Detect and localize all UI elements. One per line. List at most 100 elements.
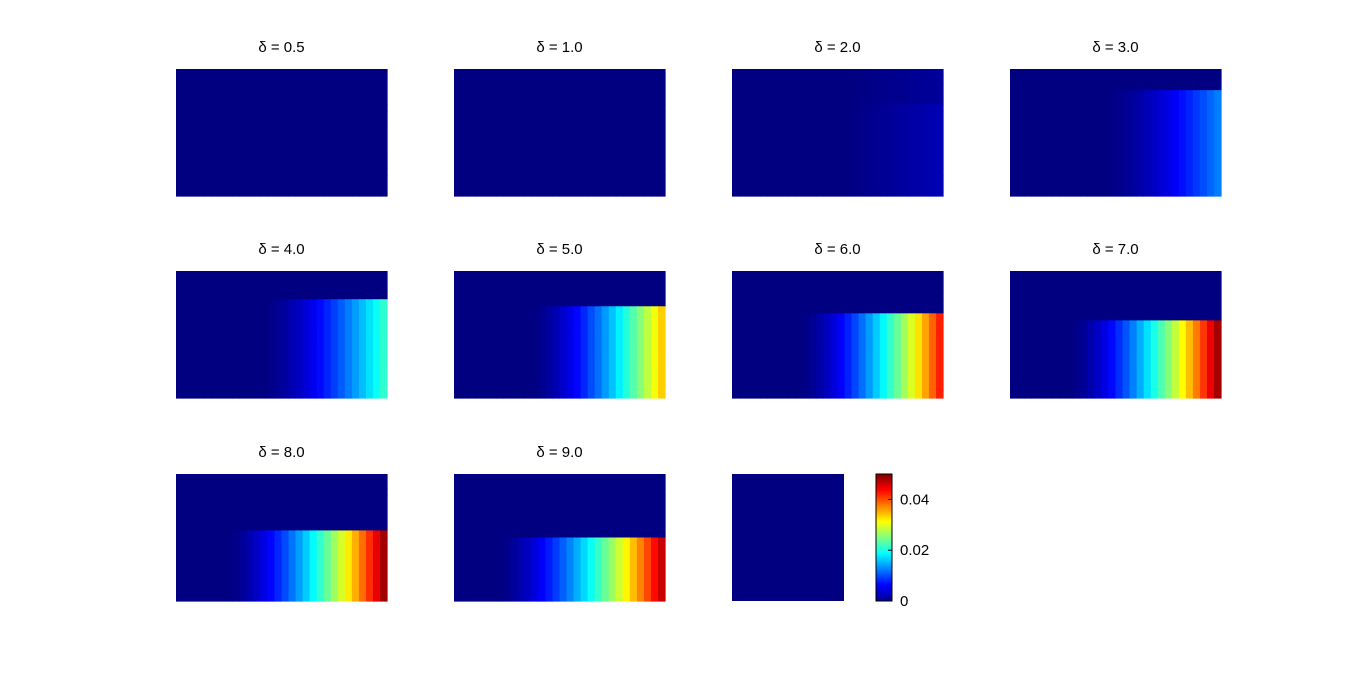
heatmap-cell <box>928 348 937 357</box>
heatmap-cell <box>573 362 582 371</box>
heatmap-cell <box>657 83 666 91</box>
heatmap-cell <box>358 593 367 602</box>
heatmap-cell <box>580 313 589 321</box>
heatmap-cell <box>1031 383 1039 392</box>
heatmap-cell <box>176 146 184 155</box>
heatmap-cell <box>358 167 367 176</box>
heatmap-cell <box>531 474 539 482</box>
heatmap-cell <box>760 376 768 385</box>
heatmap-cell <box>1206 341 1215 350</box>
heatmap-cell <box>260 474 269 482</box>
heatmap-cell <box>914 376 923 385</box>
heatmap-cell <box>232 362 240 371</box>
heatmap-cell <box>893 90 902 98</box>
heatmap-cell <box>232 181 240 190</box>
heatmap-cell <box>503 188 511 197</box>
heatmap-cell <box>1192 174 1201 183</box>
heatmap-cell <box>809 188 817 197</box>
heatmap-cell <box>344 586 353 595</box>
heatmap-cell <box>1073 369 1081 378</box>
heatmap-cell <box>893 376 902 385</box>
heatmap-cell <box>295 481 304 489</box>
heatmap-cell <box>580 153 589 162</box>
heatmap-cell <box>739 160 747 169</box>
heatmap-cell <box>468 369 476 378</box>
heatmap-cell <box>559 181 568 190</box>
heatmap-cell <box>580 271 589 279</box>
heatmap-cell <box>274 474 283 482</box>
heatmap-cell <box>260 285 269 293</box>
heatmap-cell <box>225 104 233 112</box>
heatmap-cell <box>1073 334 1081 343</box>
heatmap-cell <box>1129 299 1138 307</box>
heatmap-cell <box>1115 299 1124 307</box>
heatmap-cell <box>893 97 902 105</box>
heatmap-cell <box>510 355 518 364</box>
heatmap-cell <box>232 348 240 357</box>
heatmap-cell <box>566 390 575 399</box>
heatmap-cell <box>482 285 490 293</box>
heatmap-cell <box>323 278 332 286</box>
heatmap-cell <box>795 299 803 307</box>
heatmap-cell <box>295 90 304 98</box>
heatmap-cell <box>928 111 937 119</box>
heatmap-cell <box>323 488 332 496</box>
heatmap-cell <box>267 174 276 183</box>
heatmap-cell <box>253 306 261 314</box>
heatmap-cell <box>809 125 817 134</box>
heatmap-cell <box>468 132 476 141</box>
heatmap-cell <box>190 174 198 183</box>
heatmap-cell <box>323 188 332 197</box>
heatmap-cell <box>246 481 254 489</box>
heatmap-cell <box>907 76 916 84</box>
heatmap-cell <box>795 362 803 371</box>
heatmap-cell <box>379 313 388 321</box>
heatmap-cell <box>190 118 198 127</box>
heatmap-cell <box>302 181 311 190</box>
heatmap-cell <box>524 90 532 98</box>
heatmap-cell <box>921 83 930 91</box>
heatmap-cell <box>1178 132 1187 141</box>
heatmap-cell <box>517 488 525 496</box>
heatmap-cell <box>267 558 276 567</box>
heatmap-cell <box>802 69 810 77</box>
heatmap-cell <box>351 76 360 84</box>
heatmap-cell <box>176 383 184 392</box>
heatmap-cell <box>1052 341 1060 350</box>
heatmap-cell <box>566 132 575 141</box>
heatmap-cell <box>608 285 617 293</box>
heatmap-cell <box>461 306 469 314</box>
heatmap-cell <box>239 306 247 314</box>
heatmap-cell <box>337 558 346 567</box>
heatmap-cell <box>1024 125 1032 134</box>
heatmap-cell <box>358 509 367 517</box>
heatmap-cell <box>1206 313 1215 321</box>
heatmap-cell <box>461 348 469 357</box>
heatmap-cell <box>1087 90 1095 98</box>
heatmap-cell <box>358 341 367 350</box>
heatmap-cell <box>1164 181 1173 190</box>
heatmap-cell <box>746 132 754 141</box>
heatmap-cell <box>225 341 233 350</box>
heatmap-cell <box>900 181 909 190</box>
heatmap-cell <box>746 299 754 307</box>
heatmap-cell <box>893 299 902 307</box>
heatmap-cell <box>753 76 761 84</box>
heatmap-cell <box>260 139 269 148</box>
heatmap-cell <box>176 188 184 197</box>
heatmap-cell <box>274 292 283 300</box>
heatmap-cell <box>636 348 645 357</box>
heatmap-cell <box>510 474 518 482</box>
heatmap-cell <box>274 153 283 162</box>
heatmap-cell <box>1115 383 1124 392</box>
heatmap-cell <box>239 502 247 510</box>
heatmap-cell <box>225 313 233 321</box>
heatmap-cell <box>851 146 860 155</box>
heatmap-cell <box>1087 341 1095 350</box>
heatmap-cell <box>907 111 916 119</box>
heatmap-cell <box>1010 181 1018 190</box>
heatmap-cell <box>468 327 476 336</box>
heatmap-cell <box>461 90 469 98</box>
heatmap-cell <box>732 341 740 350</box>
heatmap-cell <box>253 111 261 119</box>
